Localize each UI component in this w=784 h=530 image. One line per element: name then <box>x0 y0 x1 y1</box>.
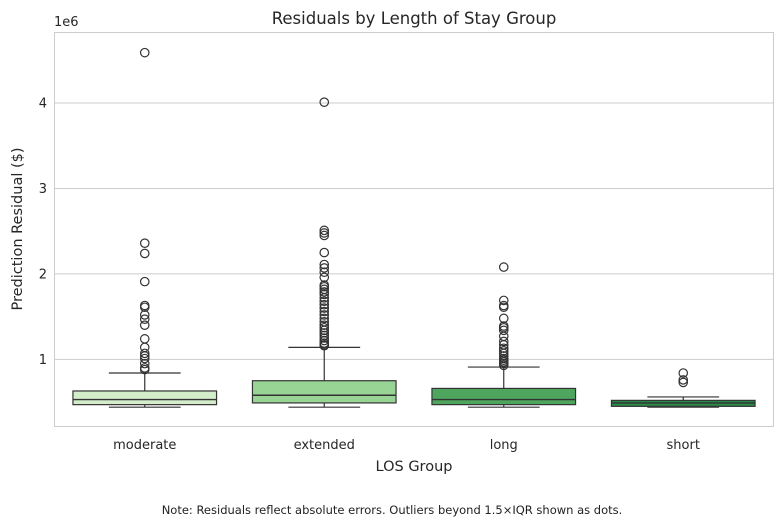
outlier-point <box>139 314 150 325</box>
outlier-point <box>139 248 150 259</box>
outlier-point <box>319 97 330 108</box>
outlier-point <box>319 303 330 313</box>
outlier-point <box>139 364 150 375</box>
box-iqr <box>72 390 218 406</box>
outlier-point <box>319 267 330 278</box>
outlier-point <box>139 334 150 344</box>
outlier-point <box>498 346 509 356</box>
chart: Residuals by Length of Stay Group 1e6 1 2… <box>10 9 774 475</box>
x-tick-label: short <box>667 438 700 453</box>
outlier-point <box>139 310 150 320</box>
outlier-point <box>319 296 330 307</box>
outlier-point <box>498 336 509 347</box>
y-offset-label: 1e6 <box>54 15 79 30</box>
box-extended <box>251 97 397 408</box>
outlier-point <box>498 325 509 336</box>
outlier-point <box>678 368 689 378</box>
outlier-point <box>319 306 330 317</box>
outlier-point <box>498 295 509 306</box>
outlier-point <box>498 343 509 354</box>
y-tick-label: 2 <box>39 267 47 282</box>
outlier-point <box>319 272 330 283</box>
box-moderate <box>72 47 218 408</box>
box-plots <box>72 47 756 408</box>
outlier-point <box>319 310 330 320</box>
outlier-point <box>319 330 330 341</box>
box-short <box>610 368 756 408</box>
outlier-point <box>319 340 330 351</box>
outlier-point <box>498 351 509 361</box>
outlier-point <box>139 47 150 58</box>
y-tick-label: 1 <box>39 353 47 368</box>
outlier-point <box>319 263 330 273</box>
outlier-point <box>319 320 330 330</box>
x-tick-label: long <box>490 438 518 453</box>
x-axis-label: LOS Group <box>376 459 453 475</box>
outlier-point <box>139 351 150 361</box>
box-long <box>431 262 577 408</box>
x-tick-labels: moderate extended long short <box>113 438 700 453</box>
x-tick-label: extended <box>294 438 355 453</box>
outlier-point <box>319 333 330 343</box>
outlier-point <box>139 353 150 364</box>
outlier-point <box>319 225 330 236</box>
outlier-point <box>319 313 330 324</box>
outlier-point <box>319 259 330 270</box>
outlier-point <box>139 348 150 359</box>
outlier-point <box>139 320 150 330</box>
outlier-point <box>319 335 330 346</box>
outlier-point <box>319 247 330 258</box>
box-iqr <box>251 380 397 404</box>
outlier-point <box>498 302 509 313</box>
gridlines <box>55 102 773 360</box>
footnote: Note: Residuals reflect absolute errors.… <box>161 503 623 517</box>
outlier-point <box>678 377 689 388</box>
outlier-point <box>319 328 330 338</box>
outlier-point <box>319 228 330 238</box>
plot-frame <box>54 32 774 427</box>
outlier-point <box>319 293 330 303</box>
outlier-point <box>319 230 330 241</box>
outlier-point <box>319 299 330 310</box>
outlier-point <box>319 322 330 333</box>
outlier-point <box>498 360 509 371</box>
outlier-point <box>139 276 150 287</box>
outlier-point <box>319 287 330 297</box>
x-tick-label: moderate <box>113 438 176 453</box>
outlier-point <box>139 358 150 369</box>
y-tick-labels: 1 2 3 4 <box>39 97 47 368</box>
chart-title: Residuals by Length of Stay Group <box>272 9 557 28</box>
outlier-point <box>319 281 330 292</box>
outlier-point <box>319 325 330 336</box>
outlier-point <box>319 289 330 300</box>
outlier-point <box>498 313 509 324</box>
outlier-point <box>139 302 150 313</box>
outlier-point <box>139 238 150 248</box>
y-axis-label: Prediction Residual ($) <box>10 147 26 310</box>
box-iqr <box>431 387 577 406</box>
y-tick-label: 4 <box>39 97 47 112</box>
outlier-point <box>498 262 509 272</box>
outlier-point <box>678 375 689 385</box>
y-tick-label: 3 <box>39 182 47 197</box>
